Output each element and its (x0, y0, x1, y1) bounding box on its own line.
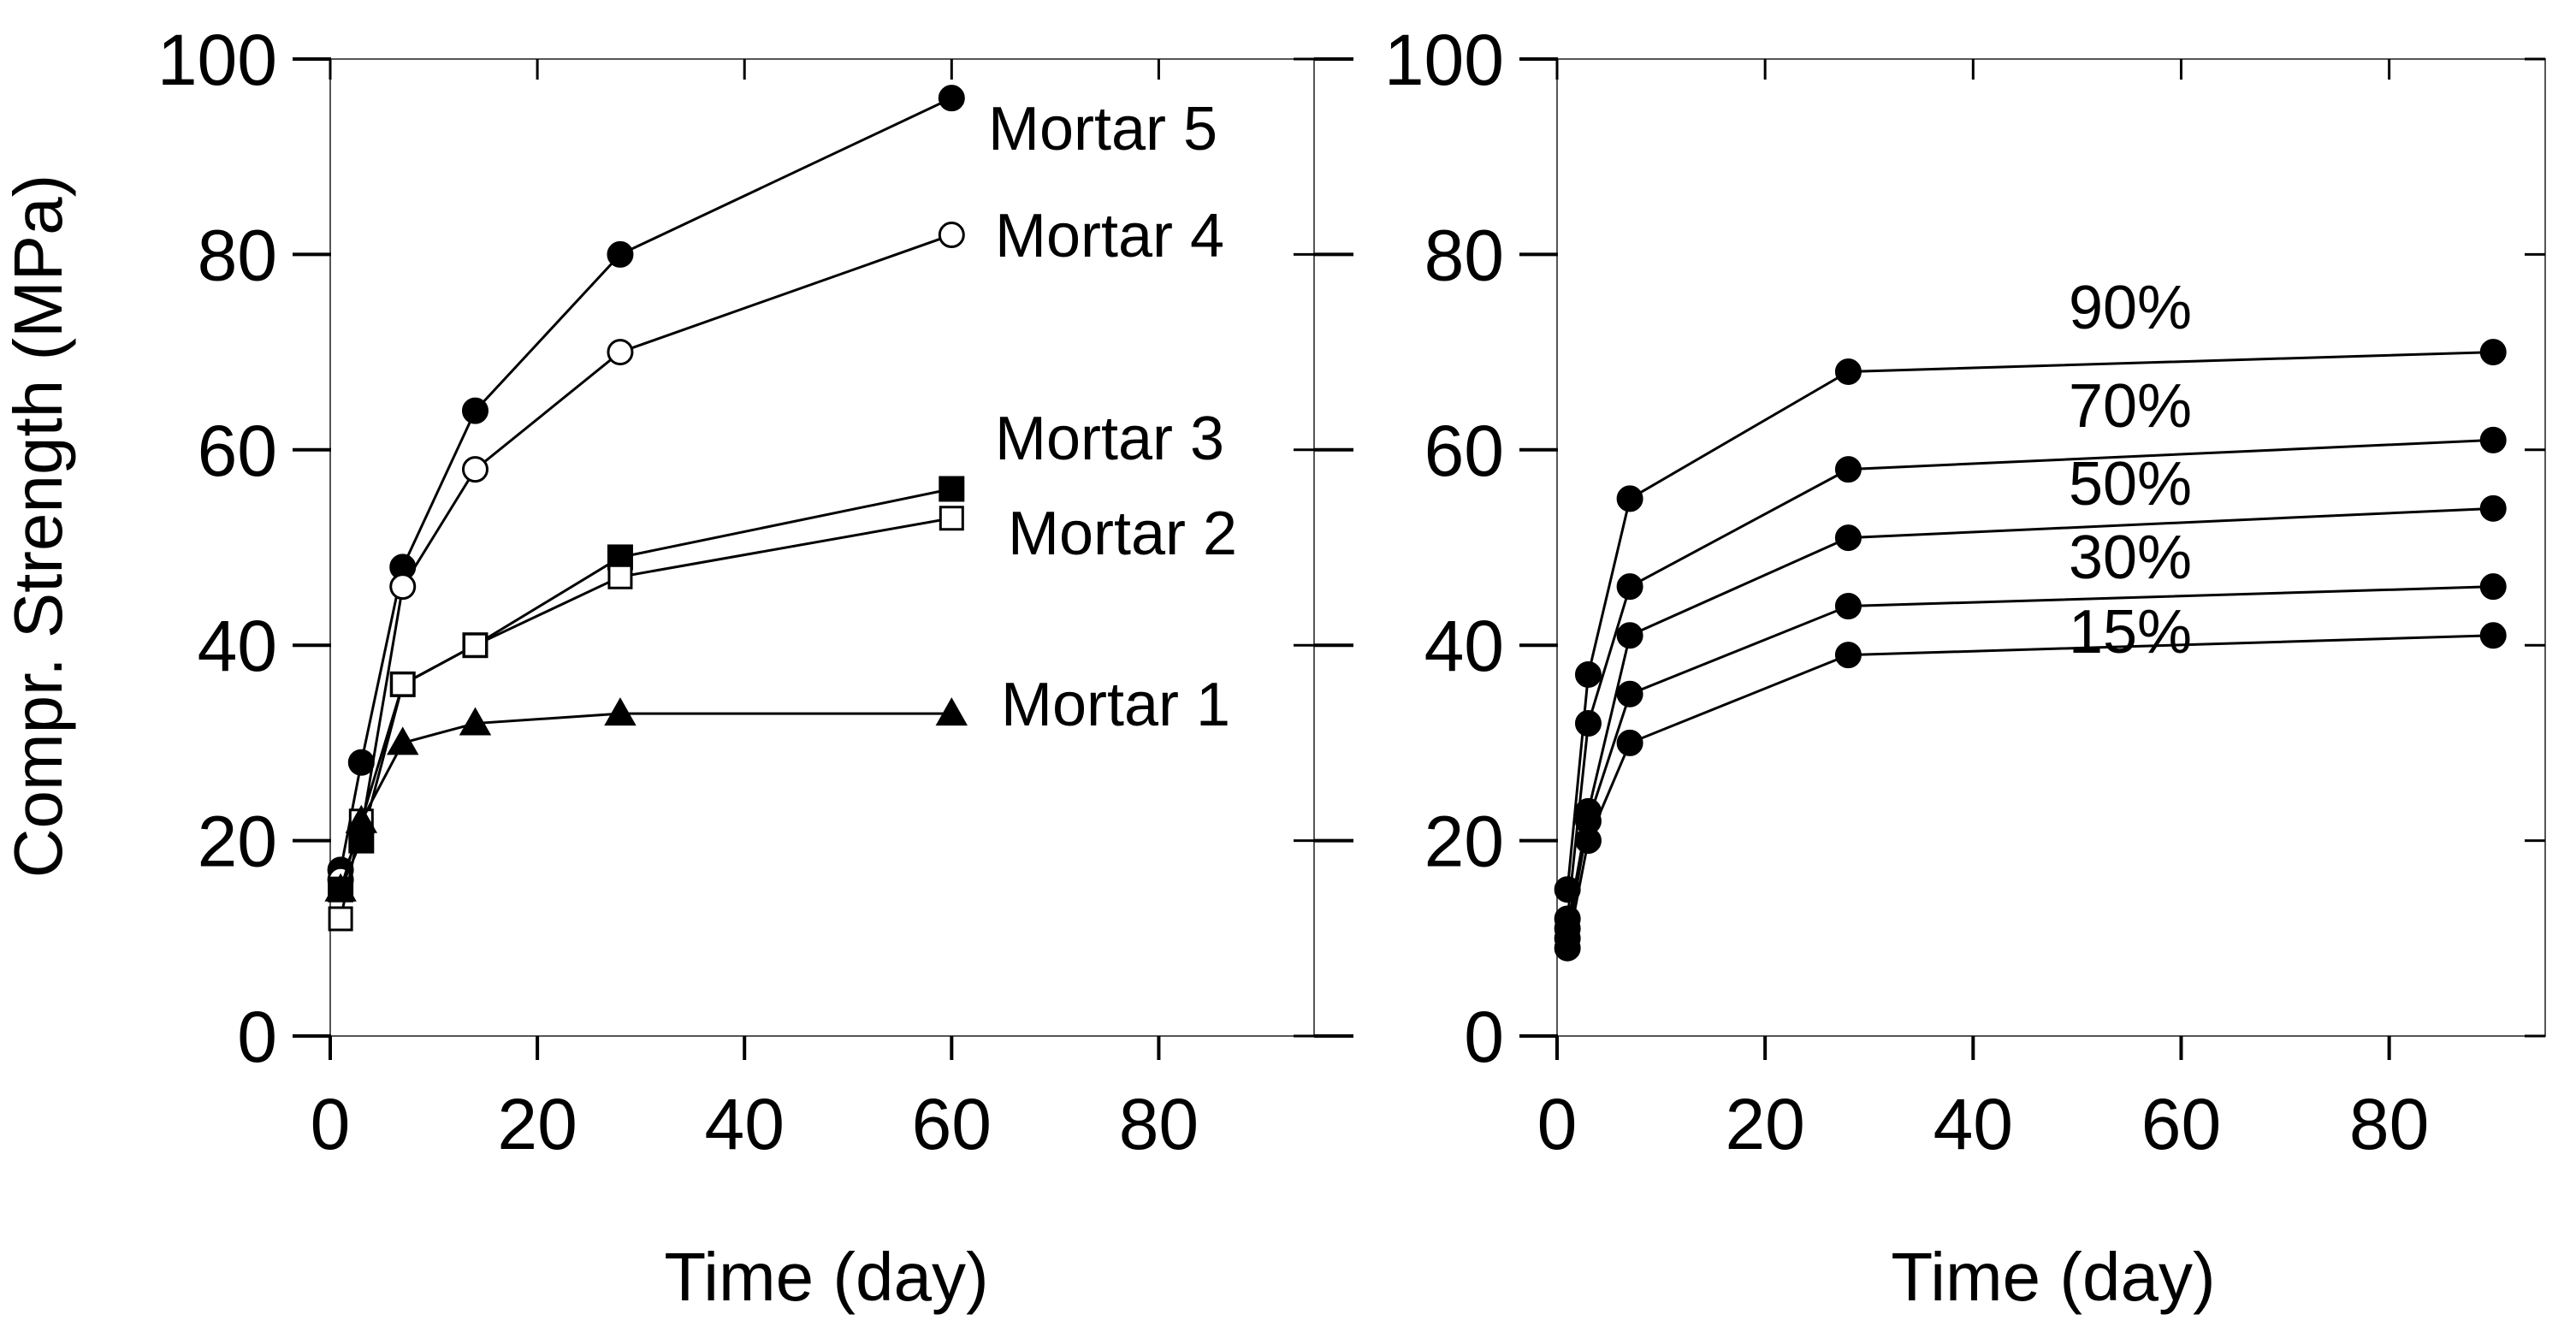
right-chart-panel: 0 20 40 60 80 100 0 20 40 60 80 90% 70% 50%30%15% (1384, 20, 2546, 1164)
data-point (2479, 622, 2507, 649)
data-point (1834, 593, 1862, 620)
data-point (1834, 456, 1862, 483)
x-tick-label: 20 (497, 1084, 577, 1164)
data-point (2479, 339, 2507, 366)
data-point (389, 573, 417, 601)
y-tick-label: 60 (198, 411, 277, 491)
plot-frame (329, 58, 1315, 1037)
data-point (607, 339, 634, 366)
x-tick-label: 60 (2141, 1084, 2221, 1164)
data-point (938, 85, 965, 112)
right-x-axis-title: Time (day) (1891, 1239, 2215, 1315)
series-label: 70% (2069, 372, 2192, 441)
data-point (461, 456, 489, 483)
series-70 (1554, 426, 2507, 933)
data-point (939, 506, 964, 531)
data-point (462, 632, 488, 658)
left-x-axis-title: Time (day) (664, 1239, 988, 1315)
data-point (1616, 729, 1643, 756)
data-point (1834, 642, 1862, 669)
y-tick-label: 20 (1424, 802, 1504, 882)
data-point (461, 397, 489, 424)
y-tick-label: 0 (237, 997, 277, 1077)
data-point (607, 240, 634, 268)
y-tick-label: 0 (1464, 997, 1504, 1077)
data-point (939, 476, 965, 502)
data-point (345, 804, 378, 833)
series-label: Mortar 4 (995, 202, 1224, 270)
series-90 (1554, 339, 2507, 903)
data-point (2479, 494, 2507, 522)
y-tick-label: 40 (198, 606, 277, 686)
series-label: Mortar 3 (995, 405, 1224, 473)
x-tick-label: 80 (1119, 1084, 1199, 1164)
data-point (1834, 358, 1862, 385)
series-label: Mortar 1 (1001, 671, 1230, 739)
y-tick-label: 20 (198, 802, 277, 882)
data-point (1574, 710, 1602, 737)
data-point (1616, 622, 1643, 649)
x-tick-label: 40 (1933, 1084, 2013, 1164)
series-label: 90% (2069, 274, 2192, 342)
y-tick-label: 80 (1424, 215, 1504, 295)
data-point (2479, 426, 2507, 453)
series-15 (1554, 622, 2507, 962)
series-mortar-1 (324, 697, 968, 902)
series-label: Mortar 2 (1008, 500, 1237, 568)
data-point (1834, 524, 1862, 552)
series-line (339, 97, 952, 871)
data-point (324, 873, 357, 902)
series-label: 15% (2069, 598, 2192, 666)
data-point (347, 749, 375, 776)
data-point (387, 726, 419, 755)
x-tick-label: 60 (912, 1084, 992, 1164)
data-point (1616, 485, 1643, 512)
x-tick-label: 0 (1537, 1084, 1578, 1164)
data-point (390, 672, 416, 697)
x-tick-label: 0 (311, 1084, 351, 1164)
x-tick-label: 80 (2349, 1084, 2429, 1164)
data-point (1574, 827, 1602, 855)
data-point (2479, 573, 2507, 601)
y-tick-label: 100 (1384, 20, 1504, 100)
y-tick-label: 80 (198, 215, 277, 295)
data-point (938, 222, 965, 249)
data-point (328, 906, 353, 932)
series-label: 50% (2069, 450, 2192, 518)
data-point (1554, 934, 1581, 962)
data-point (604, 697, 637, 726)
data-point (1616, 680, 1643, 708)
data-point (1574, 660, 1602, 688)
data-point (607, 564, 633, 589)
left-y-axis-title: Compr. Strength (MPa) (0, 175, 76, 879)
series-label: Mortar 5 (988, 95, 1217, 163)
data-point (935, 697, 968, 726)
y-tick-label: 100 (157, 20, 277, 100)
y-tick-label: 40 (1424, 606, 1504, 686)
left-chart-panel: 0 20 40 60 80 100 0 20 40 60 80 Mortar 5 Mortar 4 Mor… (157, 20, 1353, 1164)
series-label: 30% (2069, 524, 2192, 592)
x-tick-label: 20 (1725, 1084, 1804, 1164)
data-point (459, 707, 492, 736)
x-tick-label: 40 (704, 1084, 784, 1164)
y-tick-label: 60 (1424, 411, 1504, 491)
data-point (1616, 573, 1643, 601)
plot-frame (1556, 58, 2546, 1037)
series-line (339, 517, 952, 920)
